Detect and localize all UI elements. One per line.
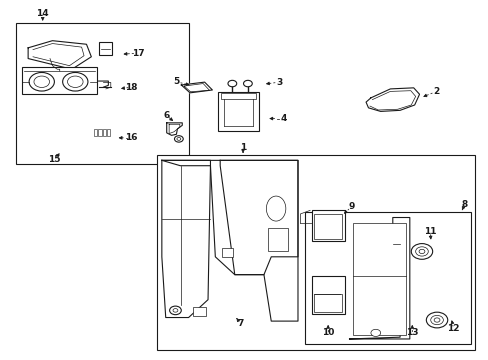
Circle shape xyxy=(243,80,252,87)
Bar xyxy=(313,294,342,312)
Circle shape xyxy=(433,318,439,322)
Circle shape xyxy=(67,76,83,87)
Text: 16: 16 xyxy=(125,133,138,142)
Text: 10: 10 xyxy=(321,328,334,337)
Polygon shape xyxy=(162,160,297,275)
Circle shape xyxy=(430,315,443,325)
Text: 4: 4 xyxy=(280,114,286,123)
Circle shape xyxy=(173,309,178,312)
Text: 7: 7 xyxy=(237,319,244,328)
Bar xyxy=(352,223,406,336)
Bar xyxy=(94,129,97,136)
Text: 5: 5 xyxy=(173,77,179,86)
Bar xyxy=(157,155,474,350)
Text: 12: 12 xyxy=(447,324,459,333)
Circle shape xyxy=(410,244,432,259)
Bar xyxy=(193,307,205,316)
Circle shape xyxy=(370,329,380,337)
Circle shape xyxy=(177,138,181,140)
Polygon shape xyxy=(166,123,182,135)
Text: 2: 2 xyxy=(432,87,439,96)
Text: 9: 9 xyxy=(347,202,354,211)
Circle shape xyxy=(174,136,183,142)
Text: 1: 1 xyxy=(240,143,245,152)
Text: 14: 14 xyxy=(36,9,49,18)
Polygon shape xyxy=(366,88,419,111)
Bar xyxy=(313,214,342,239)
Bar xyxy=(311,276,344,314)
Bar xyxy=(16,23,188,164)
Polygon shape xyxy=(162,160,210,318)
Polygon shape xyxy=(220,160,297,321)
Circle shape xyxy=(169,306,181,315)
Bar xyxy=(99,42,112,55)
Bar xyxy=(107,129,110,136)
Circle shape xyxy=(227,80,236,87)
Text: 6: 6 xyxy=(163,111,169,120)
Text: 18: 18 xyxy=(125,83,138,92)
Circle shape xyxy=(418,249,424,253)
Bar xyxy=(305,212,469,344)
Polygon shape xyxy=(28,41,91,69)
Text: 17: 17 xyxy=(132,49,144,58)
Circle shape xyxy=(29,72,54,91)
Polygon shape xyxy=(349,217,409,339)
Bar xyxy=(268,228,287,251)
Text: 15: 15 xyxy=(47,155,60,164)
Bar xyxy=(22,67,97,94)
Bar xyxy=(102,129,106,136)
Circle shape xyxy=(34,76,49,87)
Bar xyxy=(98,129,102,136)
Circle shape xyxy=(62,72,88,91)
Bar xyxy=(220,93,256,99)
Text: 11: 11 xyxy=(423,227,436,236)
Bar xyxy=(222,248,232,257)
Circle shape xyxy=(415,247,427,256)
Text: 8: 8 xyxy=(461,200,467,209)
Bar xyxy=(311,210,344,241)
Text: 3: 3 xyxy=(276,78,282,87)
Text: 13: 13 xyxy=(405,328,418,337)
Polygon shape xyxy=(181,82,212,93)
Circle shape xyxy=(426,312,447,328)
Ellipse shape xyxy=(266,196,285,221)
Bar xyxy=(217,92,259,131)
